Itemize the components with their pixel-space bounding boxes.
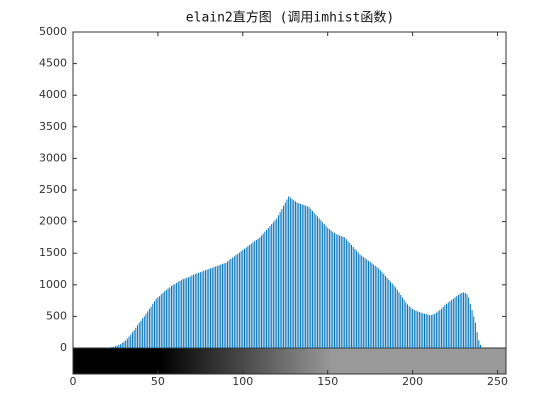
- y-tick-label: 2000: [39, 215, 67, 228]
- y-tick-label: 4500: [39, 57, 67, 70]
- colorbar: [73, 348, 506, 374]
- x-tick-label: 150: [317, 375, 338, 388]
- y-tick-label: 4000: [39, 88, 67, 101]
- y-tick-label: 1500: [39, 246, 67, 259]
- y-tick-label: 3000: [39, 151, 67, 164]
- y-tick-label: 1000: [39, 278, 67, 291]
- x-tick-label: 50: [151, 375, 165, 388]
- y-tick-label: 2500: [39, 183, 67, 196]
- x-tick-label: 200: [402, 375, 423, 388]
- y-tick-label: 3500: [39, 120, 67, 133]
- x-tick-label: 0: [70, 375, 77, 388]
- x-tick-label: 250: [487, 375, 508, 388]
- chart-title: elain2直方图 (调用imhist函数): [186, 10, 394, 26]
- y-tick-label: 5000: [39, 25, 67, 38]
- y-tick-label: 0: [60, 341, 67, 354]
- y-tick-label: 500: [46, 309, 67, 322]
- axes-box: [72, 31, 507, 375]
- x-tick-label: 100: [232, 375, 253, 388]
